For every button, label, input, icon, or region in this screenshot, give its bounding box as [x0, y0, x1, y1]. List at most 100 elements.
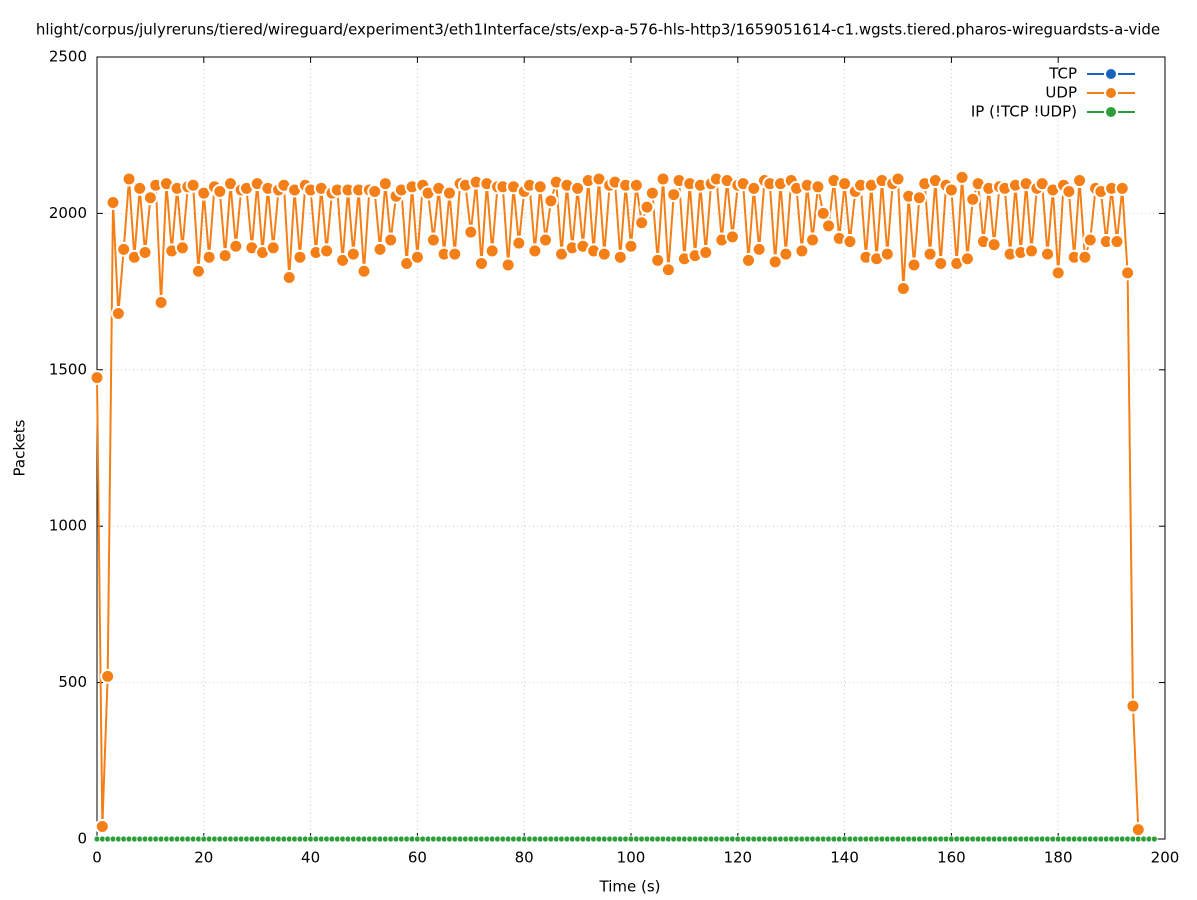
data-point [447, 246, 463, 262]
x-tick-label: 20 [194, 849, 213, 867]
data-point [644, 185, 660, 201]
data-point [463, 224, 479, 240]
data-point [650, 252, 666, 268]
data-point [94, 818, 110, 834]
y-tick-label: 2000 [49, 204, 87, 222]
data-point [217, 248, 233, 264]
data-point [724, 229, 740, 245]
data-point [142, 190, 158, 206]
legend-label: UDP [1045, 84, 1077, 102]
data-point [655, 171, 671, 187]
data-point [201, 249, 217, 265]
data-point [623, 238, 639, 254]
data-point [137, 245, 153, 260]
y-axis-label: Packets [11, 419, 29, 476]
data-point [1034, 176, 1050, 192]
data-point [821, 218, 837, 234]
data-point [292, 249, 308, 265]
data-point [153, 295, 169, 311]
data-point [1150, 835, 1158, 843]
legend-label: IP (!TCP !UDP) [971, 103, 1077, 121]
data-point [121, 171, 137, 187]
data-point [837, 176, 853, 192]
data-point [906, 257, 922, 273]
data-point [591, 171, 607, 187]
data-point [794, 243, 810, 259]
data-point [740, 252, 756, 268]
data-point [484, 243, 500, 259]
data-point [767, 254, 783, 270]
data-point [778, 246, 794, 262]
data-point [628, 177, 644, 193]
data-point [1077, 249, 1093, 265]
data-point [473, 255, 489, 271]
x-axis-label: Time (s) [599, 878, 661, 896]
data-point [110, 305, 126, 321]
data-point [1050, 265, 1066, 281]
data-point [132, 180, 148, 196]
data-point [943, 182, 959, 198]
x-tick-label: 140 [830, 849, 859, 867]
data-point [842, 234, 858, 250]
data-point [805, 232, 821, 248]
data-point [345, 246, 361, 262]
data-point [281, 270, 297, 286]
data-point [1109, 234, 1125, 250]
legend-marker [1104, 86, 1118, 100]
data-point [1061, 184, 1077, 200]
data-point [185, 177, 201, 193]
data-point [335, 252, 351, 268]
x-tick-label: 40 [301, 849, 320, 867]
series-line [96, 176, 1140, 830]
data-point [954, 169, 970, 185]
data-point [810, 179, 826, 195]
data-point [639, 199, 655, 215]
data-point [911, 190, 927, 206]
data-point [1130, 822, 1146, 838]
data-point [634, 215, 650, 231]
data-point [895, 280, 911, 296]
data-point [383, 232, 399, 248]
data-point [377, 176, 393, 192]
data-point [1072, 173, 1088, 189]
data-point [100, 668, 116, 684]
x-tick-label: 120 [723, 849, 752, 867]
data-point [751, 241, 767, 257]
data-point [174, 240, 190, 256]
data-point [1082, 232, 1098, 248]
data-point [879, 246, 895, 262]
data-point [527, 243, 543, 259]
data-point [890, 171, 906, 187]
y-tick-label: 1000 [49, 517, 87, 535]
data-point [399, 255, 415, 271]
data-point [500, 257, 516, 273]
data-point [425, 232, 441, 248]
data-point [190, 263, 206, 279]
data-point [409, 249, 425, 265]
data-point [511, 235, 527, 251]
y-tick-label: 1500 [49, 360, 87, 378]
data-point [196, 185, 212, 201]
legend-marker [1104, 105, 1118, 119]
data-point [698, 245, 714, 260]
data-point [89, 370, 105, 386]
data-point [367, 184, 383, 200]
data-point [554, 246, 570, 262]
data-point [986, 237, 1002, 253]
x-tick-label: 160 [937, 849, 966, 867]
data-point [356, 263, 372, 279]
data-point [212, 184, 228, 200]
data-point [1040, 246, 1056, 262]
data-point [660, 262, 676, 278]
legend-label: TCP [1048, 65, 1077, 83]
y-tick-label: 500 [58, 673, 87, 691]
data-point [228, 238, 244, 254]
data-point [746, 180, 762, 196]
x-tick-label: 200 [1151, 849, 1180, 867]
data-point [1024, 243, 1039, 259]
data-point [922, 246, 938, 262]
x-tick-label: 0 [92, 849, 102, 867]
x-tick-label: 60 [408, 849, 427, 867]
x-tick-label: 100 [617, 849, 646, 867]
